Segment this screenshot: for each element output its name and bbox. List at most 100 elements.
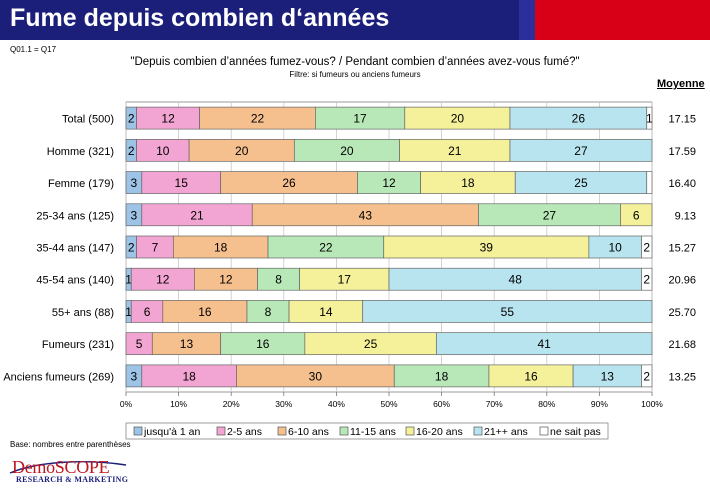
data-label: 41: [537, 337, 551, 351]
category-label: Anciens fumeurs (269): [3, 371, 114, 383]
mean-value: 9.13: [675, 210, 696, 222]
data-label: 55: [501, 305, 515, 319]
page-title: Fume depuis combien d‘années: [10, 4, 390, 32]
data-label: 18: [461, 176, 475, 190]
data-label: 2: [643, 241, 650, 255]
x-tick-label: 90%: [591, 399, 608, 409]
legend-swatch: [405, 426, 415, 436]
category-label: 35-44 ans (147): [36, 243, 114, 255]
data-label: 22: [319, 241, 333, 255]
data-label: 22: [251, 112, 265, 126]
data-label: 8: [275, 273, 282, 287]
data-label: 17: [338, 273, 352, 287]
bar-segment: [435, 332, 653, 356]
data-label: 16: [524, 369, 538, 383]
data-label: 12: [156, 273, 170, 287]
legend-swatch: [277, 426, 287, 436]
data-label: 10: [609, 241, 623, 255]
data-label: 16: [198, 305, 212, 319]
data-label: 3: [131, 176, 138, 190]
data-label: 39: [480, 241, 494, 255]
header-accent: [519, 0, 535, 40]
data-label: 10: [156, 144, 170, 158]
legend-swatch: [539, 426, 549, 436]
data-label: 21: [190, 208, 204, 222]
header-bar: Fume depuis combien d‘années: [0, 0, 710, 40]
category-label: Femme (179): [48, 178, 114, 190]
data-label: 2: [128, 112, 135, 126]
data-label: 27: [574, 144, 588, 158]
logo-main-text: DemoSCOPE: [12, 457, 110, 477]
category-label: 55+ ans (88): [52, 307, 114, 319]
logo-swoosh-icon: [9, 461, 127, 474]
x-tick-label: 0%: [120, 399, 133, 409]
data-label: 2: [128, 144, 135, 158]
data-label: 20: [235, 144, 249, 158]
data-label: 15: [175, 176, 189, 190]
mean-value: 17.59: [668, 146, 696, 158]
data-label: 13: [601, 369, 615, 383]
data-label: 30: [309, 369, 323, 383]
data-label: 21: [448, 144, 462, 158]
data-label: 12: [161, 112, 175, 126]
data-label: 2: [128, 241, 135, 255]
x-tick-label: 20%: [223, 399, 240, 409]
mean-value: 13.25: [668, 371, 696, 383]
data-label: 18: [435, 369, 449, 383]
data-label: 14: [319, 305, 333, 319]
bar-segment: [641, 364, 653, 388]
data-label: 16: [256, 337, 270, 351]
header-red-block: [535, 0, 710, 40]
data-label: 1: [125, 305, 132, 319]
x-tick-label: 50%: [380, 399, 397, 409]
mean-value: 16.40: [668, 178, 696, 190]
mean-value: 20.96: [668, 275, 696, 287]
mean-value: 17.15: [668, 114, 696, 126]
data-label: 17: [353, 112, 367, 126]
x-tick-label: 80%: [538, 399, 555, 409]
category-label: Total (500): [62, 114, 114, 126]
bar-segment: [641, 267, 653, 291]
data-label: 8: [265, 305, 272, 319]
mean-value: 15.27: [668, 243, 696, 255]
question-text: "Depuis combien d’années fumez-vous? / P…: [130, 56, 580, 68]
category-label: Homme (321): [47, 146, 114, 158]
data-label: 25: [364, 337, 378, 351]
data-label: 3: [131, 369, 138, 383]
data-label: 12: [219, 273, 233, 287]
data-label: 27: [543, 208, 557, 222]
data-label: 3: [131, 208, 138, 222]
x-tick-label: 30%: [275, 399, 292, 409]
data-label: 5: [136, 337, 143, 351]
category-label: 25-34 ans (125): [36, 210, 114, 222]
base-note: Base: nombres entre parenthèses: [10, 440, 131, 449]
legend-box: [125, 422, 609, 440]
data-label: 48: [509, 273, 523, 287]
data-label: 43: [359, 208, 373, 222]
legend-swatch: [216, 426, 226, 436]
x-tick-label: 70%: [486, 399, 503, 409]
data-label: 6: [144, 305, 151, 319]
data-label: 1: [646, 112, 653, 126]
x-tick-label: 10%: [170, 399, 187, 409]
bar-segment: [641, 235, 653, 259]
x-tick-label: 40%: [328, 399, 345, 409]
legend-label: 2-5 ans: [227, 426, 262, 438]
data-label: 18: [214, 241, 228, 255]
x-tick-label: 100%: [641, 399, 663, 409]
legend-swatch: [339, 426, 349, 436]
legend-label: 11-15 ans: [350, 426, 396, 438]
bar-segment: [362, 300, 653, 323]
data-label: 2: [643, 369, 650, 383]
data-label: 7: [152, 241, 159, 255]
bar-segment: [646, 171, 653, 194]
bar-segment: [620, 203, 653, 227]
data-label: 25: [574, 176, 588, 190]
mean-value: 25.70: [668, 307, 696, 319]
legend-label: 21++ ans: [484, 426, 528, 438]
demoscope-logo: DemoSCOPE RESEARCH & MARKETING: [8, 457, 138, 487]
category-label: 45-54 ans (140): [36, 275, 114, 287]
data-label: 12: [382, 176, 396, 190]
logo-sub-text: RESEARCH & MARKETING: [16, 475, 129, 484]
